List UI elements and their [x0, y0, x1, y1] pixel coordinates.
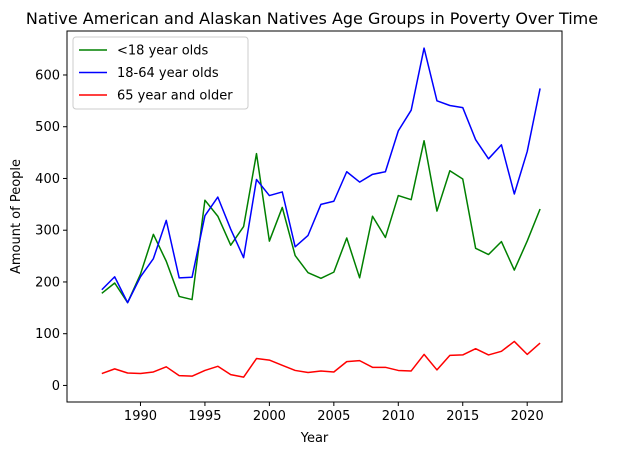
y-axis-label: Amount of People [9, 159, 24, 274]
y-tick-label: 0 [52, 379, 60, 394]
x-tick-label: 1990 [124, 409, 157, 424]
x-tick-label: 2010 [382, 409, 415, 424]
x-axis-label: Year [300, 431, 329, 446]
x-tick-label: 2000 [253, 409, 286, 424]
x-axis-ticks: 1990 1995 2000 2005 2010 2015 2020 [124, 402, 544, 424]
legend-box [72, 36, 249, 110]
y-tick-label: 500 [35, 120, 60, 135]
series-line-1 [101, 47, 541, 304]
legend: <18 year olds 18-64 year olds 65 year and … [72, 36, 249, 110]
chart-title: Native American and Alaskan Natives Age … [26, 9, 598, 28]
legend-label-0: <18 year olds [117, 44, 209, 59]
x-tick-label: 2020 [511, 409, 544, 424]
series-line-0 [101, 139, 541, 304]
series-lines [101, 47, 541, 378]
y-tick-label: 300 [35, 224, 60, 239]
plot-frame [66, 30, 563, 403]
y-axis-ticks: 0 100 200 300 400 500 600 [35, 68, 67, 394]
y-tick-label: 100 [35, 327, 60, 342]
legend-label-2: 65 year and older [117, 89, 233, 104]
x-tick-label: 2015 [446, 409, 479, 424]
legend-label-1: 18-64 year olds [117, 66, 219, 81]
series-line-2 [101, 340, 541, 378]
y-tick-label: 400 [35, 172, 60, 187]
y-tick-label: 200 [35, 275, 60, 290]
x-tick-label: 2005 [317, 409, 350, 424]
y-tick-label: 600 [35, 68, 60, 83]
x-tick-label: 1995 [188, 409, 221, 424]
